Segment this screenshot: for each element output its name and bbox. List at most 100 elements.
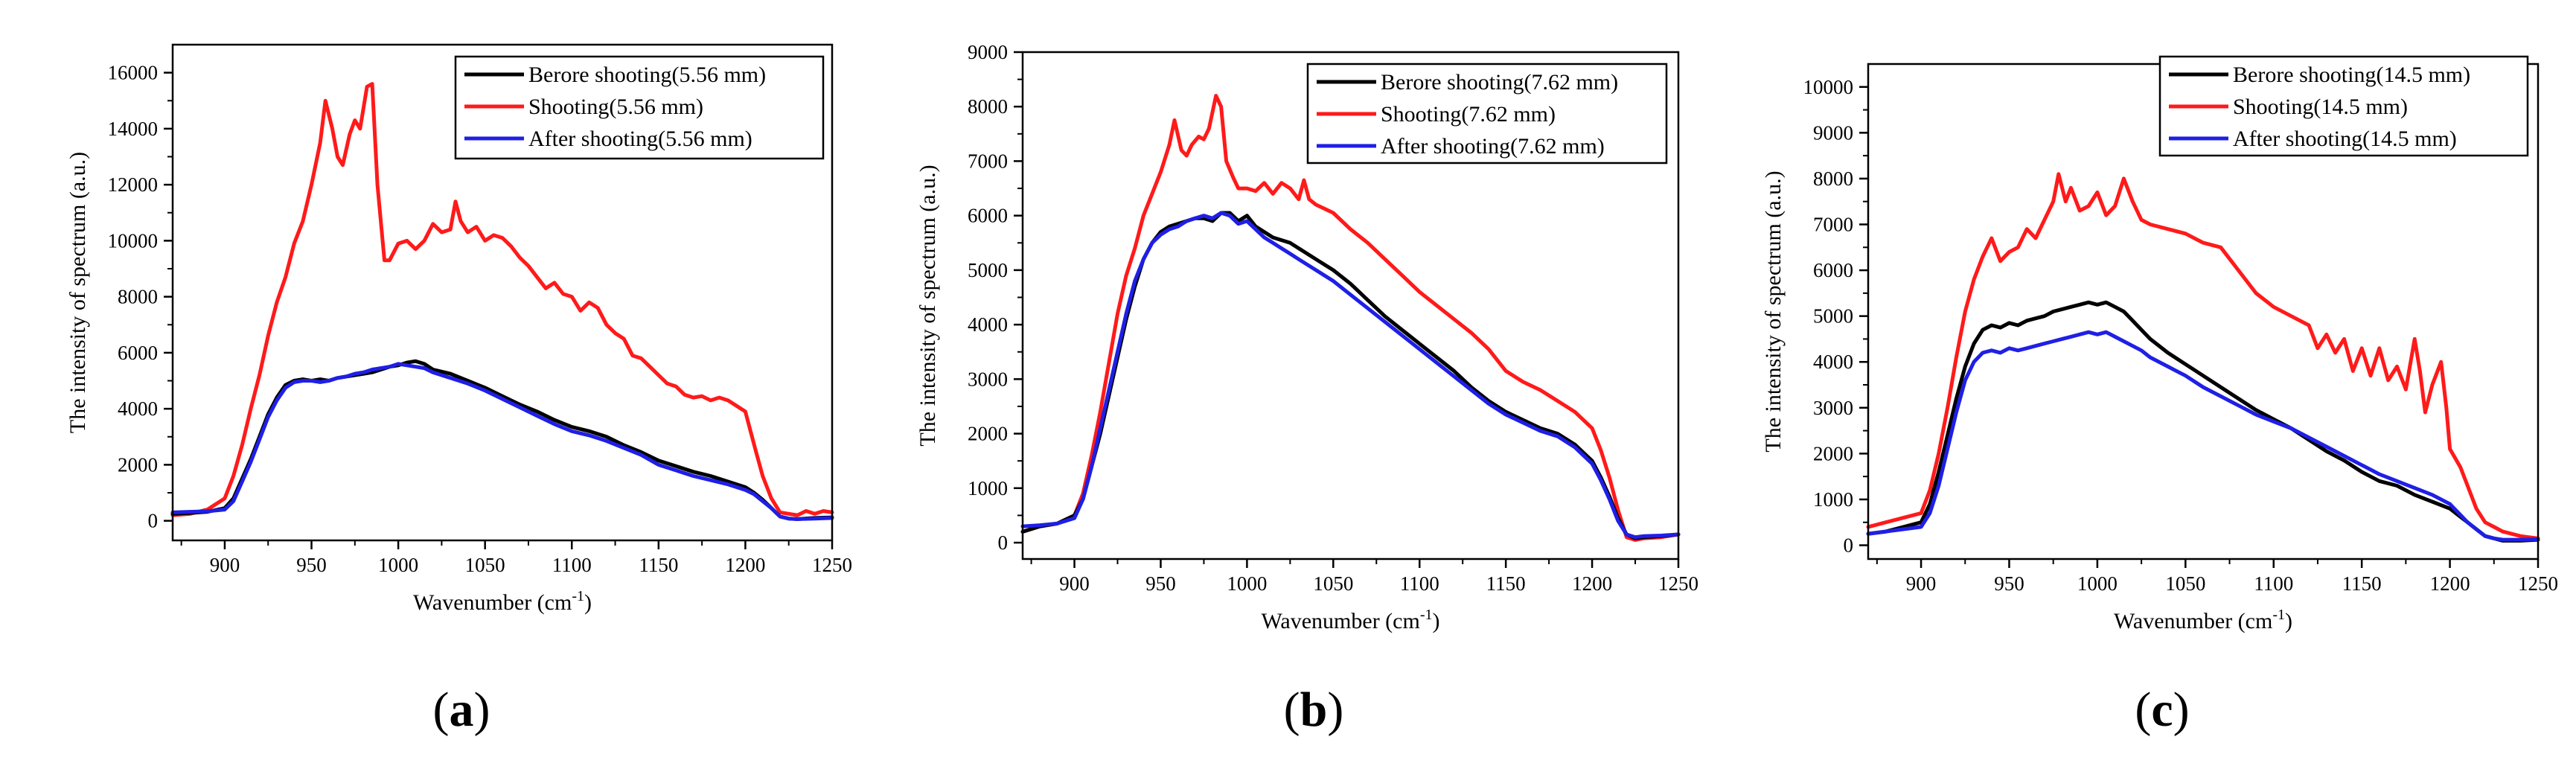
series-line-before xyxy=(1020,211,1681,540)
panel-label-close: ) xyxy=(474,683,490,737)
y-tick-label: 6000 xyxy=(968,205,1008,227)
panel-label-open: ( xyxy=(2135,683,2151,737)
x-tick-label: 1100 xyxy=(552,554,592,576)
x-tick-label: 1200 xyxy=(1572,572,1612,595)
x-tick-label: 1000 xyxy=(378,554,418,576)
y-tick-label: 12000 xyxy=(108,173,159,196)
x-tick-label: 1100 xyxy=(2254,572,2293,595)
panel-label-close: ) xyxy=(1327,683,1343,737)
series-line-before xyxy=(170,359,834,521)
y-axis-title: The intensity of spectrum (a.u.) xyxy=(1761,170,1786,452)
x-tick-label: 950 xyxy=(1994,572,2024,595)
x-axis-title: Wavenumber (cm-1) xyxy=(2114,607,2292,633)
panel-label-open: ( xyxy=(433,683,450,737)
series-line-after xyxy=(1866,330,2540,542)
y-tick-label: 5000 xyxy=(968,259,1008,281)
x-axis-title-text: Wavenumber (cm xyxy=(413,590,572,615)
x-tick-label: 1250 xyxy=(1658,572,1698,595)
x-axis-title-sup: -1 xyxy=(572,588,584,604)
y-tick-label: 8000 xyxy=(968,95,1008,118)
x-axis-title-sup: -1 xyxy=(2272,607,2285,623)
y-tick-label: 6000 xyxy=(118,342,158,364)
legend-label-shooting: Shooting(7.62 mm) xyxy=(1381,102,1556,127)
legend: Berore shooting(7.62 mm) Shooting(7.62 mm… xyxy=(1306,63,1668,165)
legend-label-before: Berore shooting(14.5 mm) xyxy=(2233,63,2470,87)
legend: Berore shooting(14.5 mm) Shooting(14.5 mm… xyxy=(2158,55,2529,157)
y-tick-label: 4000 xyxy=(968,313,1008,336)
x-tick-label: 1000 xyxy=(1227,572,1267,595)
x-axis-title-text: Wavenumber (cm xyxy=(2114,609,2272,633)
series-line-shooting xyxy=(1866,172,2540,540)
x-axis-title-close: ) xyxy=(584,590,592,615)
y-tick-label: 9000 xyxy=(968,41,1008,63)
series-line-before xyxy=(1866,300,2540,543)
chart-panel-a: 900 950 1000 1050 1100 1150 1200 1250 0 2000 4000 6… xyxy=(65,43,852,737)
y-tick-label: 0 xyxy=(148,510,159,532)
legend: Berore shooting(5.56 mm) Shooting(5.56 mm… xyxy=(454,55,825,160)
panel-label: (c) xyxy=(2135,683,2189,737)
y-tick-label: 14000 xyxy=(108,118,159,140)
series-line-shooting xyxy=(1020,94,1681,542)
legend-label-shooting: Shooting(5.56 mm) xyxy=(528,95,703,119)
x-axis-title: Wavenumber (cm-1) xyxy=(413,588,592,615)
panel-label: (a) xyxy=(433,683,490,737)
y-tick-label: 0 xyxy=(1844,534,1854,557)
y-tick-label: 10000 xyxy=(108,229,159,252)
x-axis-title-close: ) xyxy=(2285,609,2292,633)
panel-label-letter: b xyxy=(1300,683,1328,737)
y-tick-label: 2000 xyxy=(1813,442,1853,464)
y-tick-label: 2000 xyxy=(968,423,1008,445)
y-tick-label: 8000 xyxy=(118,286,158,308)
y-tick-label: 3000 xyxy=(1813,397,1853,419)
legend-label-after: After shooting(7.62 mm) xyxy=(1381,134,1605,159)
legend-label-shooting: Shooting(14.5 mm) xyxy=(2233,95,2408,119)
panel-label: (b) xyxy=(1284,683,1344,737)
y-tick-label: 2000 xyxy=(118,453,158,476)
y-tick-label: 1000 xyxy=(968,477,1008,499)
plot-frame xyxy=(1021,51,1680,560)
panel-label-letter: a xyxy=(450,683,474,737)
panel-label-close: ) xyxy=(2173,683,2190,737)
chart-panel-b: 900 950 1000 1050 1100 1150 1200 1250 0 1000 2000 3… xyxy=(915,41,1698,737)
x-tick-label: 1050 xyxy=(465,554,505,576)
x-tick-label: 900 xyxy=(210,554,240,576)
y-tick-label: 7000 xyxy=(1813,214,1853,236)
y-axis-title: The intensity of spectrum (a.u.) xyxy=(915,165,940,446)
x-tick-label: 1200 xyxy=(725,554,765,576)
y-tick-label: 7000 xyxy=(968,150,1008,172)
x-axis-title-close: ) xyxy=(1433,609,1440,633)
x-tick-label: 1200 xyxy=(2430,572,2470,595)
x-tick-label: 900 xyxy=(1059,572,1090,595)
series-line-after xyxy=(170,362,834,521)
x-tick-label: 1150 xyxy=(1486,572,1526,595)
legend-label-after: After shooting(5.56 mm) xyxy=(528,127,752,151)
legend-label-after: After shooting(14.5 mm) xyxy=(2233,127,2457,151)
x-tick-label: 1050 xyxy=(2165,572,2205,595)
x-tick-label: 950 xyxy=(296,554,327,576)
x-tick-label: 1000 xyxy=(2077,572,2118,595)
series-line-after xyxy=(1020,211,1681,540)
chart-panel-c: 900 950 1000 1050 1100 1150 1200 1250 0 1000 2000 3… xyxy=(1761,55,2558,737)
y-tick-label: 8000 xyxy=(1813,167,1853,190)
y-tick-label: 3000 xyxy=(968,368,1008,390)
y-tick-label: 4000 xyxy=(1813,351,1853,373)
x-tick-label: 1150 xyxy=(639,554,678,576)
y-tick-label: 1000 xyxy=(1813,488,1853,511)
series-line-shooting xyxy=(170,82,834,517)
x-axis-title-text: Wavenumber (cm xyxy=(1262,609,1420,633)
x-tick-label: 1250 xyxy=(812,554,852,576)
y-tick-label: 0 xyxy=(998,531,1009,554)
y-tick-label: 6000 xyxy=(1813,259,1853,281)
y-axis-title: The intensity of spectrum (a.u.) xyxy=(65,152,90,433)
panel-label-letter: c xyxy=(2151,683,2173,737)
y-tick-label: 4000 xyxy=(118,397,158,420)
x-tick-label: 1150 xyxy=(2342,572,2382,595)
y-tick-label: 9000 xyxy=(1813,121,1853,144)
x-tick-label: 950 xyxy=(1145,572,1176,595)
x-axis-title: Wavenumber (cm-1) xyxy=(1262,607,1440,633)
x-tick-label: 1100 xyxy=(1400,572,1439,595)
y-tick-label: 10000 xyxy=(1803,76,1854,98)
x-tick-label: 1250 xyxy=(2518,572,2558,595)
x-tick-label: 1050 xyxy=(1313,572,1353,595)
